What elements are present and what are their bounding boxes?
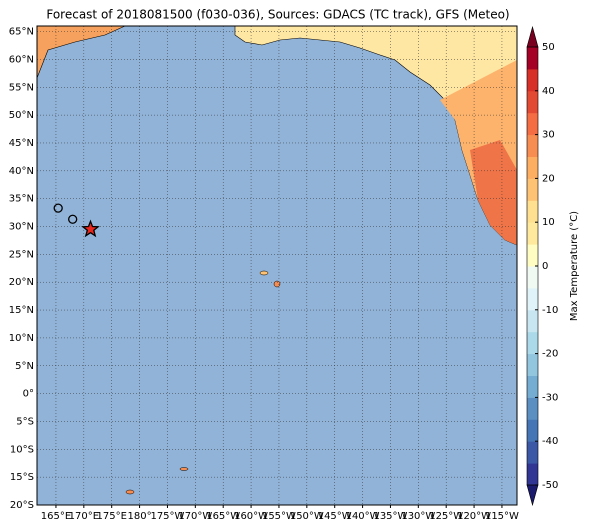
x-tick-label: 180° xyxy=(128,511,152,522)
x-tick-label: 170°E xyxy=(69,511,99,522)
y-tick-label: 0° xyxy=(23,389,34,400)
colorbar-bin xyxy=(527,178,538,201)
x-tick-label: 120°W xyxy=(457,511,491,522)
y-tick-label: 15°S xyxy=(10,472,34,483)
colorbar-tick-label: -50 xyxy=(542,480,558,491)
y-tick-label: 50°N xyxy=(9,110,34,121)
map-frame xyxy=(36,25,518,506)
colorbar-bin xyxy=(527,331,538,355)
marks xyxy=(53,203,100,238)
colorbar-bin xyxy=(527,200,538,223)
colorbar-tick-label: 0 xyxy=(542,261,548,272)
colorbar-bin xyxy=(527,441,538,464)
y-tick-label: 20°N xyxy=(9,277,34,288)
colorbar-label: Max Temperature (°C) xyxy=(569,211,580,321)
colorbar-tick-label: -40 xyxy=(542,436,558,447)
x-tick-label: 130°W xyxy=(401,511,435,522)
chart-title: Forecast of 2018081500 (f030-036), Sourc… xyxy=(46,8,509,22)
y-tick-label: 40°N xyxy=(9,166,34,177)
colorbar-tick-label: 50 xyxy=(542,42,555,53)
colorbar-bin xyxy=(527,463,538,486)
y-tick-label: 25°N xyxy=(9,249,34,260)
colorbar-bin xyxy=(527,353,538,376)
colorbar-bin xyxy=(527,90,538,114)
colorbar-bin xyxy=(527,375,538,398)
x-tick-label: 165°E xyxy=(41,511,71,522)
colorbar-tick-label: -10 xyxy=(542,305,558,316)
x-tick-label: 170°W xyxy=(178,511,212,522)
x-tick-label: 145°W xyxy=(318,511,352,522)
colorbar-tick-label: 10 xyxy=(542,217,555,228)
y-tick-label: 20°S xyxy=(10,500,34,511)
colorbar-bin xyxy=(527,112,538,136)
colorbar-tick-label: -30 xyxy=(542,392,558,403)
island xyxy=(273,280,281,288)
y-tick-label: 10°S xyxy=(10,444,34,455)
colorbar-tick-label: 40 xyxy=(542,86,555,97)
hot-land xyxy=(470,140,517,245)
colorbar-bin xyxy=(527,419,538,442)
x-tick-label: 155°W xyxy=(262,511,296,522)
colorbar-bin xyxy=(527,68,538,92)
x-tick-label: 175°W xyxy=(150,511,184,522)
y-tick-label: 30°N xyxy=(9,222,34,233)
colorbar-bin xyxy=(527,309,538,333)
colorbar-tick-label: 20 xyxy=(542,173,555,184)
y-tick-label: 5°N xyxy=(15,361,34,372)
ocean xyxy=(37,26,517,505)
colorbar-bin xyxy=(527,244,538,267)
y-tick-label: 15°N xyxy=(9,305,34,316)
x-tick-label: 175°E xyxy=(97,511,127,522)
y-tick-label: 60°N xyxy=(9,54,34,65)
x-tick-label: 135°W xyxy=(373,511,407,522)
y-tick-label: 65°N xyxy=(9,27,34,38)
island xyxy=(125,489,135,495)
track-point xyxy=(53,203,63,213)
y-tick-label: 45°N xyxy=(9,138,34,149)
y-tick-label: 35°N xyxy=(9,194,34,205)
colorbar-bin xyxy=(527,222,538,245)
colorbar-bin xyxy=(527,287,538,311)
map xyxy=(36,25,518,505)
colorbar-extend xyxy=(526,25,539,48)
track-point xyxy=(81,219,100,238)
colorbar-bin xyxy=(527,266,538,289)
x-tick-label: 150°W xyxy=(290,511,324,522)
colorbar-tick-label: -20 xyxy=(542,349,558,360)
x-tick-label: 115°W xyxy=(485,511,519,522)
island xyxy=(179,467,189,471)
colorbar-tick-label: 30 xyxy=(542,130,555,141)
y-tick-label: 10°N xyxy=(9,333,34,344)
y-tick-label: 55°N xyxy=(9,82,34,93)
x-tick-label: 140°W xyxy=(346,511,380,522)
y-tick-label: 5°S xyxy=(16,416,34,427)
colorbar-bin xyxy=(527,397,538,420)
colorbar-extend xyxy=(526,484,539,507)
colorbar-bin xyxy=(527,47,538,70)
x-tick-label: 160°W xyxy=(234,511,268,522)
x-tick-label: 125°W xyxy=(429,511,463,522)
track-point xyxy=(68,214,78,224)
x-tick-label: 165°W xyxy=(206,511,240,522)
island xyxy=(259,270,269,276)
colorbar-bin xyxy=(527,156,538,179)
colorbar-bin xyxy=(527,134,538,157)
